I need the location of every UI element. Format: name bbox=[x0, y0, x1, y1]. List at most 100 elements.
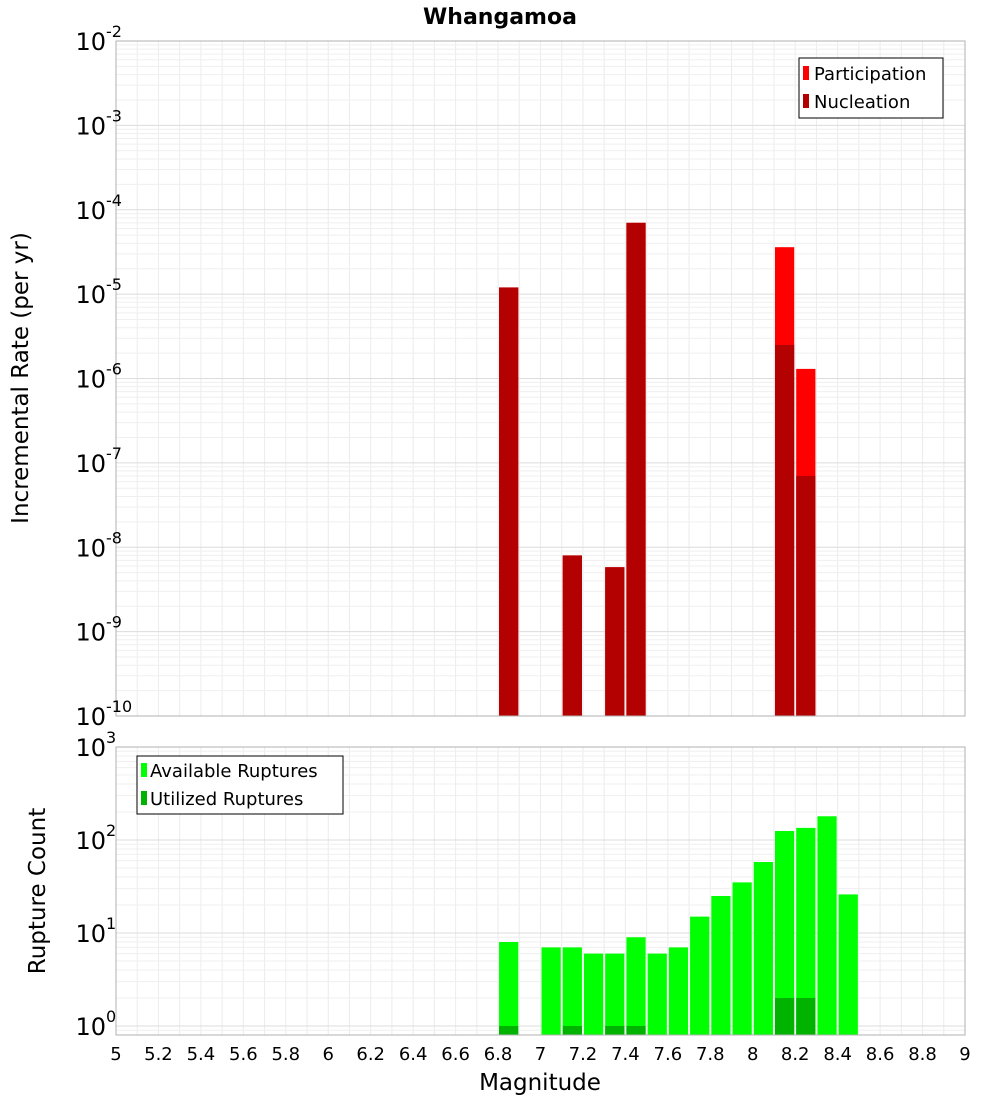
available-ruptures-bar bbox=[838, 894, 858, 1035]
top-y-tick-exponent: -3 bbox=[106, 106, 122, 125]
top-legend-box bbox=[798, 57, 944, 119]
x-tick-label: 9 bbox=[959, 1044, 970, 1065]
top-y-tick: 10 -10 bbox=[75, 697, 132, 731]
nucleation-bar bbox=[774, 344, 795, 716]
bottom-y-axis-label: Rupture Count bbox=[25, 808, 51, 974]
available-ruptures-bar bbox=[774, 830, 795, 1035]
available-ruptures-bar bbox=[817, 816, 837, 1035]
top-gridlines bbox=[115, 41, 966, 717]
bottom-y-tick-base: 10 bbox=[75, 1013, 106, 1041]
utilized-ruptures-bar bbox=[626, 1025, 646, 1035]
bottom-y-tick: 10 3 bbox=[75, 728, 116, 762]
available-ruptures-bar bbox=[499, 942, 519, 1035]
bottom-y-tick-base: 10 bbox=[75, 734, 106, 762]
available-ruptures-bar bbox=[732, 882, 752, 1035]
top-y-tick-exponent: -5 bbox=[106, 275, 122, 294]
top-y-tick-base: 10 bbox=[75, 703, 106, 731]
utilized-ruptures-bar bbox=[499, 1025, 519, 1035]
bottom-y-tick-base: 10 bbox=[75, 827, 106, 855]
top-plot-frame bbox=[115, 40, 966, 717]
top-legend: Participation Nucleation bbox=[798, 57, 944, 119]
x-tick-label: 5.4 bbox=[187, 1044, 216, 1065]
x-tick-label: 7.4 bbox=[611, 1044, 640, 1065]
nucleation-bar bbox=[562, 555, 582, 716]
top-y-tick: 10 -8 bbox=[75, 528, 122, 562]
bottom-legend: Available Ruptures Utilized Ruptures bbox=[136, 755, 344, 815]
utilized-ruptures-bar bbox=[774, 997, 795, 1035]
available-ruptures-legend-label: Available Ruptures bbox=[150, 761, 318, 782]
available-ruptures-bar bbox=[541, 947, 561, 1035]
top-y-tick: 10 -7 bbox=[75, 444, 122, 478]
top-y-tick-exponent: -9 bbox=[106, 613, 122, 632]
top-y-tick-base: 10 bbox=[75, 450, 106, 478]
bottom-y-tick-exponent: 2 bbox=[106, 821, 116, 840]
utilized-ruptures-bar bbox=[796, 997, 816, 1035]
x-tick-label: 5 bbox=[110, 1044, 121, 1065]
nucleation-legend-label: Nucleation bbox=[814, 92, 910, 113]
participation-legend-swatch bbox=[803, 66, 809, 80]
nucleation-bar bbox=[796, 475, 816, 716]
participation-legend-label: Participation bbox=[814, 64, 926, 85]
available-ruptures-bar bbox=[711, 895, 731, 1035]
chart-title: Whangamoa bbox=[423, 5, 577, 30]
x-tick-label: 6 bbox=[323, 1044, 334, 1065]
x-tick-label: 6.8 bbox=[484, 1044, 513, 1065]
bottom-legend-box bbox=[136, 755, 344, 815]
top-y-tick-exponent: -4 bbox=[106, 191, 122, 210]
utilized-ruptures-legend-label: Utilized Ruptures bbox=[150, 789, 303, 810]
x-tick-label: 8.4 bbox=[823, 1044, 852, 1065]
available-ruptures-bar bbox=[796, 827, 816, 1035]
top-y-tick-base: 10 bbox=[75, 281, 106, 309]
bottom-plot-frame bbox=[115, 746, 966, 1036]
x-tick-label: 6.6 bbox=[441, 1044, 470, 1065]
x-tick-label: 7.8 bbox=[696, 1044, 725, 1065]
top-y-tick-base: 10 bbox=[75, 197, 106, 225]
nucleation-bar bbox=[605, 567, 625, 716]
top-y-tick-base: 10 bbox=[75, 366, 106, 394]
top-y-tick: 10 -9 bbox=[75, 613, 122, 647]
top-y-tick-exponent: -8 bbox=[106, 528, 122, 547]
top-y-tick-exponent: -6 bbox=[106, 360, 122, 379]
x-tick-label: 8.2 bbox=[781, 1044, 810, 1065]
available-ruptures-bar bbox=[605, 953, 625, 1035]
bottom-y-tick-exponent: 1 bbox=[106, 914, 116, 933]
top-y-tick-exponent: -10 bbox=[106, 697, 132, 716]
top-y-tick-base: 10 bbox=[75, 28, 106, 56]
top-y-tick-base: 10 bbox=[75, 534, 106, 562]
bottom-y-tick-exponent: 3 bbox=[106, 728, 116, 747]
x-tick-labels: 5 5.2 5.4 5.6 5.8 6 6.2 6.4 6.6 6.8 7 7.2 7.4 7.6 7.8 8… bbox=[110, 1044, 970, 1065]
bottom-y-tick: 10 2 bbox=[75, 821, 116, 855]
top-bars bbox=[499, 222, 816, 716]
bottom-y-tick: 10 0 bbox=[75, 1007, 116, 1041]
nucleation-bar bbox=[626, 222, 646, 716]
available-ruptures-bar bbox=[753, 861, 773, 1035]
top-y-tick: 10 -4 bbox=[75, 191, 122, 225]
x-tick-label: 6.4 bbox=[399, 1044, 428, 1065]
available-ruptures-bar bbox=[668, 947, 689, 1035]
x-tick-label: 7.2 bbox=[569, 1044, 598, 1065]
x-axis-label: Magnitude bbox=[479, 1070, 601, 1096]
utilized-ruptures-legend-swatch bbox=[141, 791, 147, 805]
bottom-y-tick-base: 10 bbox=[75, 920, 106, 948]
top-y-tick: 10 -3 bbox=[75, 106, 122, 140]
bottom-y-tick: 10 1 bbox=[75, 914, 116, 948]
top-y-tick-base: 10 bbox=[75, 619, 106, 647]
x-tick-label: 5.2 bbox=[144, 1044, 173, 1065]
top-y-tick-exponent: -7 bbox=[106, 444, 122, 463]
x-tick-label: 5.6 bbox=[229, 1044, 258, 1065]
top-y-tick: 10 -2 bbox=[75, 22, 122, 56]
top-y-tick: 10 -6 bbox=[75, 360, 122, 394]
bottom-y-tick-exponent: 0 bbox=[106, 1007, 116, 1026]
top-y-axis-label: Incremental Rate (per yr) bbox=[8, 232, 34, 524]
x-tick-label: 8.8 bbox=[908, 1044, 937, 1065]
x-tick-label: 8 bbox=[747, 1044, 758, 1065]
nucleation-legend-swatch bbox=[803, 94, 809, 108]
x-tick-label: 7 bbox=[535, 1044, 546, 1065]
utilized-ruptures-bar bbox=[562, 1025, 582, 1035]
available-ruptures-bar bbox=[583, 953, 604, 1035]
